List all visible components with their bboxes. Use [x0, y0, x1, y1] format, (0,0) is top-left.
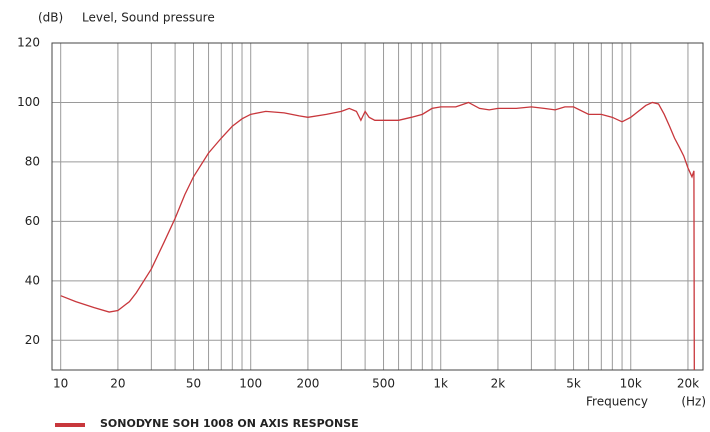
x-axis-label: Frequency [586, 395, 648, 409]
legend-swatch [55, 423, 85, 427]
x-tick-label: 100 [239, 377, 262, 391]
y-tick-label: 120 [17, 36, 40, 50]
x-tick-label: 10k [620, 377, 642, 391]
x-unit: (Hz) [681, 395, 706, 409]
x-tick-label: 200 [296, 377, 319, 391]
grid [51, 42, 704, 371]
y-tick-label: 40 [25, 273, 40, 287]
y-unit: (dB) [38, 11, 63, 25]
x-tick-label: 10 [53, 377, 68, 391]
plot [60, 101, 695, 371]
x-tick-label: 20k [677, 377, 699, 391]
series-line [60, 101, 695, 371]
x-tick-label: 5k [566, 377, 581, 391]
x-tick-label: 1k [433, 377, 448, 391]
x-tick-label: 20 [110, 377, 125, 391]
x-tick-label: 2k [491, 377, 506, 391]
x-tick-label: 500 [372, 377, 395, 391]
y-axis-label: Level, Sound pressure [82, 11, 215, 25]
plot-frame [51, 42, 704, 371]
y-tick-label: 20 [25, 333, 40, 347]
y-tick-label: 60 [25, 214, 40, 228]
y-tick-label: 100 [17, 95, 40, 109]
y-tick-label: 80 [25, 154, 40, 168]
x-tick-label: 50 [186, 377, 201, 391]
legend-label: SONODYNE SOH 1008 ON AXIS RESPONSE [100, 417, 359, 430]
